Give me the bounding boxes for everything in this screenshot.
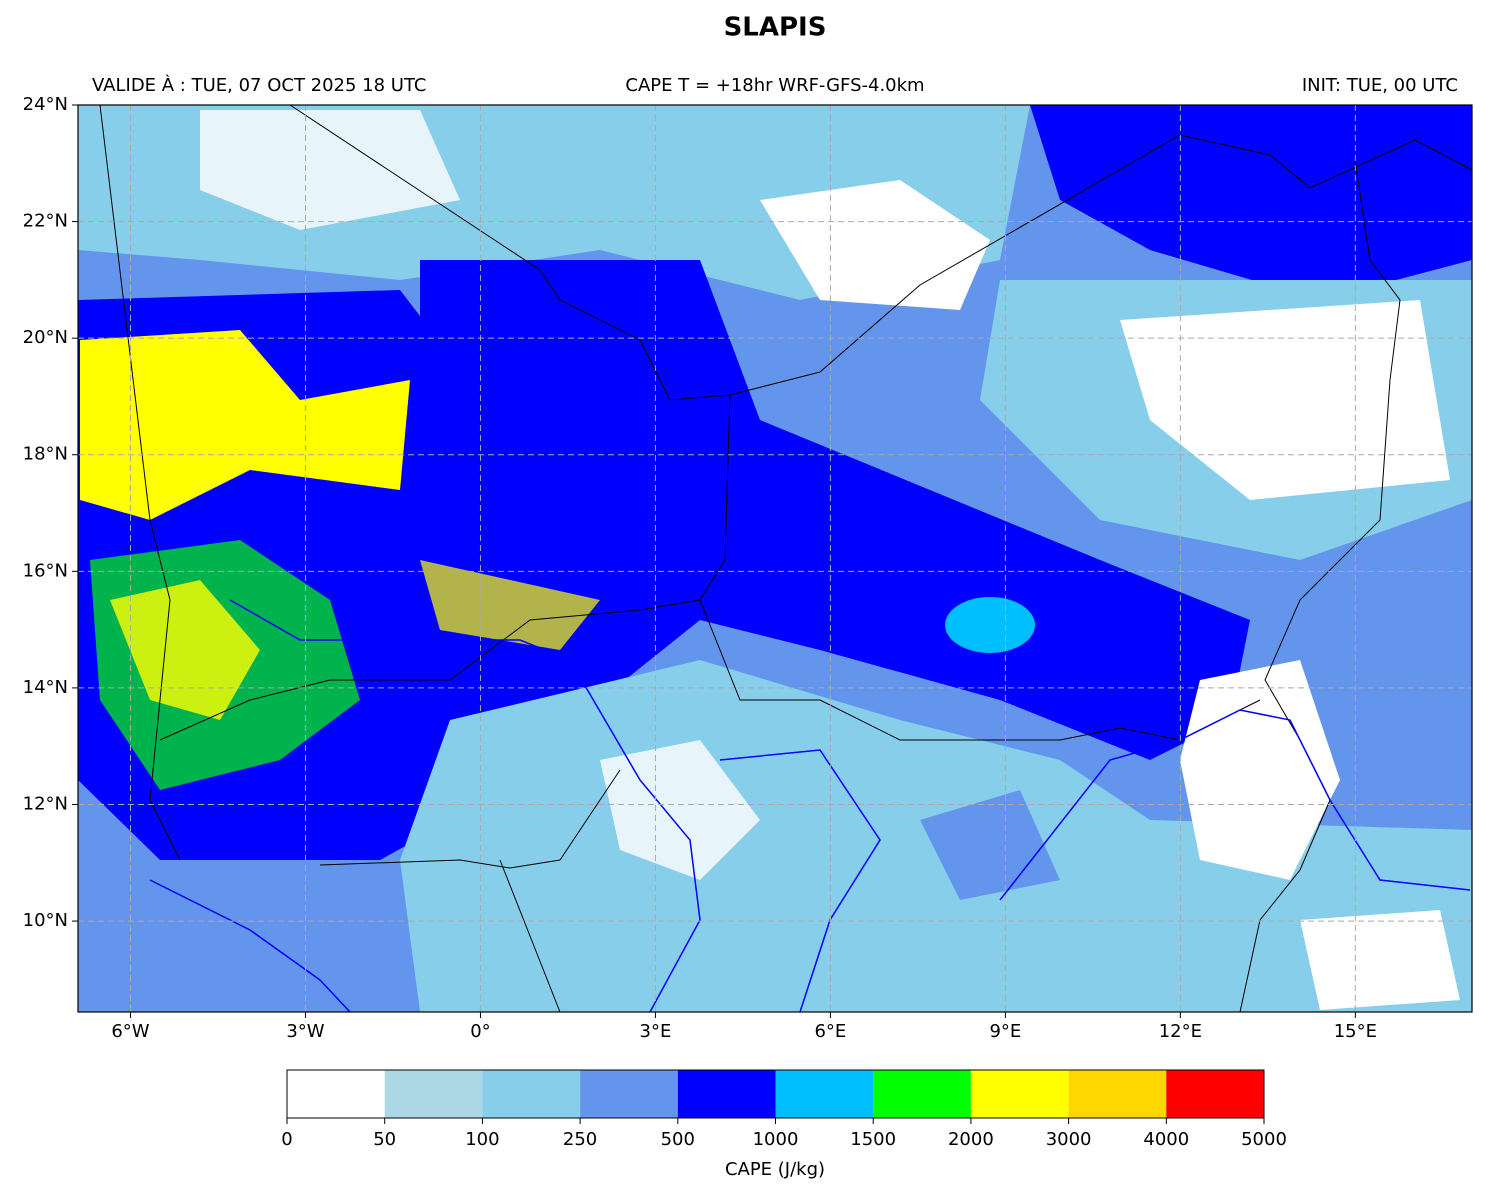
- colorbar-segment: [873, 1070, 971, 1118]
- colorbar-tick-label: 50: [373, 1129, 396, 1150]
- cape-field: [78, 105, 1472, 1012]
- subtitle-left: VALIDE À : TUE, 07 OCT 2025 18 UTC: [92, 74, 427, 96]
- colorbar-segment: [1068, 1070, 1167, 1118]
- x-tick-label: 12°E: [1159, 1021, 1202, 1042]
- colorbar-tick-label: 1500: [850, 1129, 896, 1150]
- y-tick-label: 22°N: [23, 211, 68, 232]
- gridlines: [78, 104, 1472, 1012]
- y-tick-label: 24°N: [23, 94, 68, 115]
- colorbar-tick-label: 500: [661, 1129, 695, 1150]
- colorbar-segment: [970, 1070, 1069, 1118]
- colorbar-tick-label: 100: [465, 1129, 499, 1150]
- subtitle-center: CAPE T = +18hr WRF-GFS-4.0km: [625, 75, 924, 96]
- colorbar-label: CAPE (J/kg): [725, 1159, 825, 1180]
- title: SLAPIS: [724, 13, 827, 43]
- colorbar-segment: [482, 1070, 581, 1118]
- y-tick-label: 20°N: [23, 327, 68, 348]
- y-tick-label: 12°N: [23, 793, 68, 814]
- x-tick-label: 3°W: [286, 1021, 324, 1042]
- colorbar-segment: [775, 1070, 874, 1118]
- colorbar-segment: [1166, 1070, 1264, 1118]
- x-tick-label: 0°: [470, 1021, 490, 1042]
- colorbar-tick-label: 5000: [1241, 1129, 1287, 1150]
- colorbar-tick-label: 2000: [948, 1129, 994, 1150]
- y-tick-label: 14°N: [23, 677, 68, 698]
- colorbar-tick-label: 250: [563, 1129, 597, 1150]
- colorbar-segment: [287, 1070, 385, 1118]
- colorbar-segment: [580, 1070, 678, 1118]
- colorbar-segment: [677, 1070, 776, 1118]
- colorbar-tick-label: 1000: [753, 1129, 799, 1150]
- colorbar-tick-label: 0: [281, 1129, 292, 1150]
- x-tick-label: 6°E: [814, 1021, 846, 1042]
- subtitle-right: INIT: TUE, 00 UTC: [1302, 75, 1458, 96]
- map-frame: [77, 104, 1473, 1013]
- x-tick-label: 3°E: [640, 1021, 672, 1042]
- colorbar-segment: [384, 1070, 483, 1118]
- y-tick-label: 10°N: [23, 910, 68, 931]
- x-tick-label: 15°E: [1334, 1021, 1377, 1042]
- x-tick-label: 9°E: [989, 1021, 1021, 1042]
- y-tick-label: 18°N: [23, 444, 68, 465]
- colorbar-tick-label: 3000: [1046, 1129, 1092, 1150]
- y-tick-label: 16°N: [23, 560, 68, 581]
- x-tick-label: 6°W: [111, 1021, 149, 1042]
- colorbar-tick-label: 4000: [1143, 1129, 1189, 1150]
